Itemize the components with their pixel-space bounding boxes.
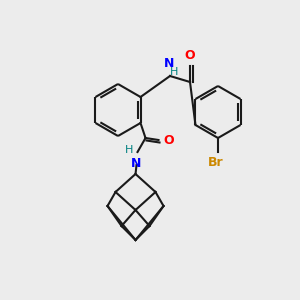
Text: H: H	[170, 67, 178, 77]
Text: H: H	[125, 145, 134, 155]
Text: N: N	[131, 157, 142, 170]
Text: N: N	[164, 57, 174, 70]
Text: Br: Br	[208, 156, 224, 169]
Text: O: O	[164, 134, 174, 146]
Text: O: O	[185, 49, 195, 62]
